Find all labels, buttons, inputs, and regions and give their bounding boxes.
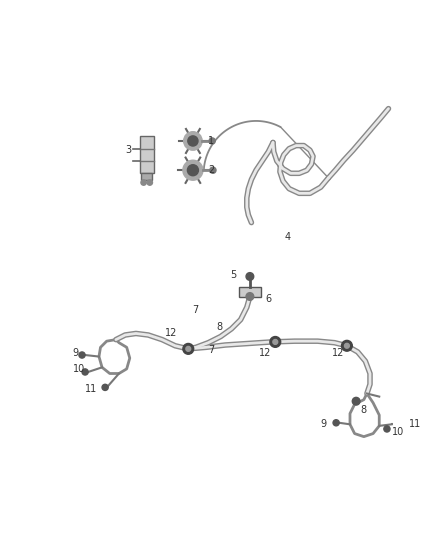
- Text: 10: 10: [392, 427, 404, 437]
- Circle shape: [402, 421, 408, 427]
- Circle shape: [344, 343, 350, 348]
- Circle shape: [384, 426, 390, 432]
- Text: 12: 12: [259, 348, 272, 358]
- Circle shape: [141, 180, 146, 185]
- Text: 11: 11: [85, 384, 97, 394]
- Text: 2: 2: [208, 165, 215, 175]
- Circle shape: [183, 343, 194, 354]
- Text: 9: 9: [73, 348, 79, 358]
- Circle shape: [102, 384, 108, 391]
- Circle shape: [342, 341, 352, 351]
- Circle shape: [210, 167, 216, 173]
- Circle shape: [186, 346, 191, 351]
- Circle shape: [147, 180, 152, 185]
- Text: 4: 4: [285, 232, 291, 242]
- Circle shape: [188, 136, 198, 146]
- Text: 10: 10: [73, 364, 85, 374]
- Text: 8: 8: [360, 406, 366, 415]
- Text: 7: 7: [192, 305, 198, 316]
- Circle shape: [82, 369, 88, 375]
- Circle shape: [246, 273, 254, 280]
- Text: 8: 8: [216, 322, 222, 332]
- Text: 7: 7: [208, 345, 215, 356]
- Text: 11: 11: [409, 419, 421, 429]
- Bar: [239, 287, 261, 296]
- Text: 12: 12: [332, 348, 344, 358]
- Text: 5: 5: [230, 270, 237, 280]
- Circle shape: [184, 132, 202, 150]
- Circle shape: [273, 340, 278, 344]
- Circle shape: [187, 165, 198, 176]
- Text: 1: 1: [208, 136, 215, 146]
- Text: 6: 6: [265, 294, 272, 304]
- Circle shape: [352, 398, 360, 405]
- Circle shape: [246, 293, 254, 301]
- Circle shape: [209, 138, 215, 144]
- Circle shape: [183, 160, 203, 180]
- Bar: [140, 135, 154, 173]
- Circle shape: [270, 336, 281, 348]
- Circle shape: [333, 419, 339, 426]
- Text: 3: 3: [125, 145, 131, 155]
- Text: 9: 9: [321, 419, 327, 429]
- Text: 12: 12: [165, 328, 177, 338]
- Circle shape: [79, 352, 85, 358]
- Bar: [141, 173, 152, 180]
